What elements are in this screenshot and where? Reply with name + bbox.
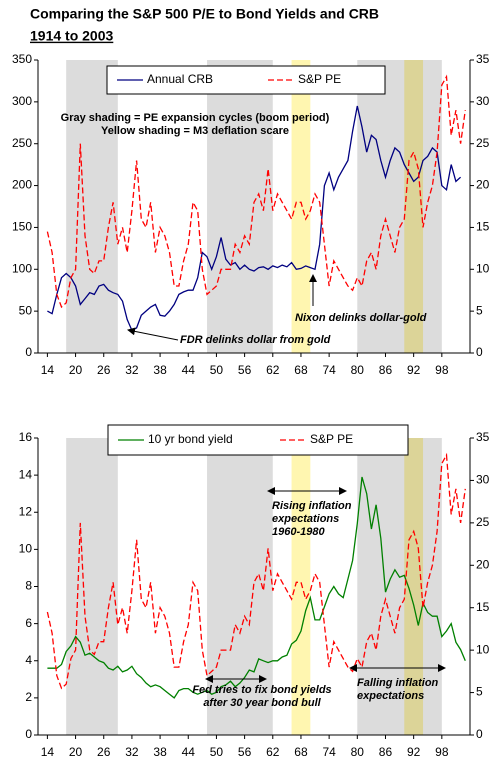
x-tick-label: 32	[125, 363, 139, 377]
y-tick-label: 10	[19, 542, 33, 556]
series-line	[46, 74, 466, 309]
legend-box	[106, 65, 386, 95]
x-tick-label: 86	[379, 745, 393, 759]
shade-band	[404, 438, 424, 735]
x-tick-label: 62	[266, 745, 280, 759]
shade-band	[357, 60, 442, 353]
shading-group	[66, 60, 442, 353]
x-tick-label: 56	[238, 363, 252, 377]
y-tick-label: 250	[12, 136, 32, 150]
y2-tick-label: 0	[476, 727, 483, 741]
y-tick-label: 4	[25, 653, 32, 667]
annotation-arrow	[127, 327, 179, 341]
y2-tick-label: 25	[476, 515, 490, 529]
y-tick-label: 14	[19, 467, 33, 481]
y-tick-label: 16	[19, 430, 33, 444]
y-tick-label: 0	[25, 345, 32, 359]
series-line	[47, 476, 466, 699]
annotation: FDR delinks dollar from gold	[180, 334, 331, 346]
x-tick-label: 14	[41, 363, 55, 377]
annotation: Nixon delinks dollar-gold	[295, 312, 427, 324]
annotation: expectations	[272, 513, 339, 525]
y-tick-label: 6	[25, 616, 32, 630]
y-tick-label: 350	[12, 52, 32, 66]
annotation: Gray shading = PE expansion cycles (boom…	[61, 112, 330, 124]
legend-label: 10 yr bond yield	[148, 432, 233, 446]
y2-tick-label: 30	[476, 473, 490, 487]
subtitle: 1914 to 2003	[30, 28, 113, 44]
y2-tick-label: 5	[476, 685, 483, 699]
shade-band	[207, 60, 273, 353]
annotation: Yellow shading = M3 deflation scare	[101, 125, 289, 137]
x-tick-label: 68	[294, 363, 308, 377]
y2-tick-label: 25	[476, 136, 490, 150]
x-tick-label: 14	[41, 745, 55, 759]
shade-band	[357, 438, 442, 735]
y2-tick-label: 20	[476, 178, 490, 192]
x-tick-label: 56	[238, 745, 252, 759]
x-tick-label: 20	[69, 363, 83, 377]
y2-tick-label: 20	[476, 557, 490, 571]
y2-tick-label: 15	[476, 600, 490, 614]
x-tick-label: 92	[407, 745, 421, 759]
annotation: 1960-1980	[272, 526, 325, 538]
x-tick-label: 74	[322, 363, 336, 377]
x-tick-label: 50	[210, 745, 224, 759]
x-tick-label: 80	[351, 363, 365, 377]
y2-tick-label: 5	[476, 303, 483, 317]
annotation: Falling inflation	[357, 677, 439, 689]
x-tick-label: 50	[210, 363, 224, 377]
legend-label: S&P PE	[298, 72, 341, 86]
y2-tick-label: 35	[476, 52, 490, 66]
series-line	[47, 105, 462, 332]
x-tick-label: 98	[435, 363, 449, 377]
x-tick-label: 68	[294, 745, 308, 759]
x-tick-label: 20	[69, 745, 83, 759]
y2-tick-label: 35	[476, 430, 490, 444]
y2-tick-label: 10	[476, 261, 490, 275]
y2-tick-label: 30	[476, 94, 490, 108]
y-tick-label: 100	[12, 261, 32, 275]
x-tick-label: 80	[351, 745, 365, 759]
x-tick-label: 74	[322, 745, 336, 759]
y2-tick-label: 0	[476, 345, 483, 359]
y-tick-label: 12	[19, 504, 33, 518]
annotation: expectations	[357, 690, 424, 702]
series-line	[46, 452, 466, 690]
shade-band	[66, 60, 118, 353]
y-tick-label: 0	[25, 727, 32, 741]
x-tick-label: 32	[125, 745, 139, 759]
annotation: after 30 year bond bull	[203, 697, 321, 709]
y2-tick-label: 15	[476, 220, 490, 234]
x-tick-label: 92	[407, 363, 421, 377]
x-tick-label: 86	[379, 363, 393, 377]
x-tick-label: 26	[97, 363, 111, 377]
shade-band	[66, 438, 118, 735]
legend-label: Annual CRB	[147, 72, 213, 86]
annotation: Rising inflation	[272, 500, 352, 512]
shade-band	[291, 60, 311, 353]
x-tick-label: 44	[182, 745, 196, 759]
x-tick-label: 26	[97, 745, 111, 759]
x-tick-label: 62	[266, 363, 280, 377]
y-tick-label: 2	[25, 690, 32, 704]
annotation: Fed tries to fix bond yields	[192, 684, 331, 696]
shade-band	[291, 438, 311, 735]
y-tick-label: 150	[12, 220, 32, 234]
legend-box	[107, 424, 409, 456]
x-tick-label: 38	[153, 363, 167, 377]
y-tick-label: 200	[12, 178, 32, 192]
y-tick-label: 50	[19, 303, 33, 317]
x-tick-label: 44	[182, 363, 196, 377]
y2-tick-label: 10	[476, 642, 490, 656]
y-tick-label: 8	[25, 579, 32, 593]
title: Comparing the S&P 500 P/E to Bond Yields…	[30, 6, 379, 22]
x-tick-label: 98	[435, 745, 449, 759]
x-tick-label: 38	[153, 745, 167, 759]
shading-group	[66, 438, 442, 735]
shade-band	[404, 60, 424, 353]
legend-label: S&P PE	[310, 432, 353, 446]
y-tick-label: 300	[12, 94, 32, 108]
